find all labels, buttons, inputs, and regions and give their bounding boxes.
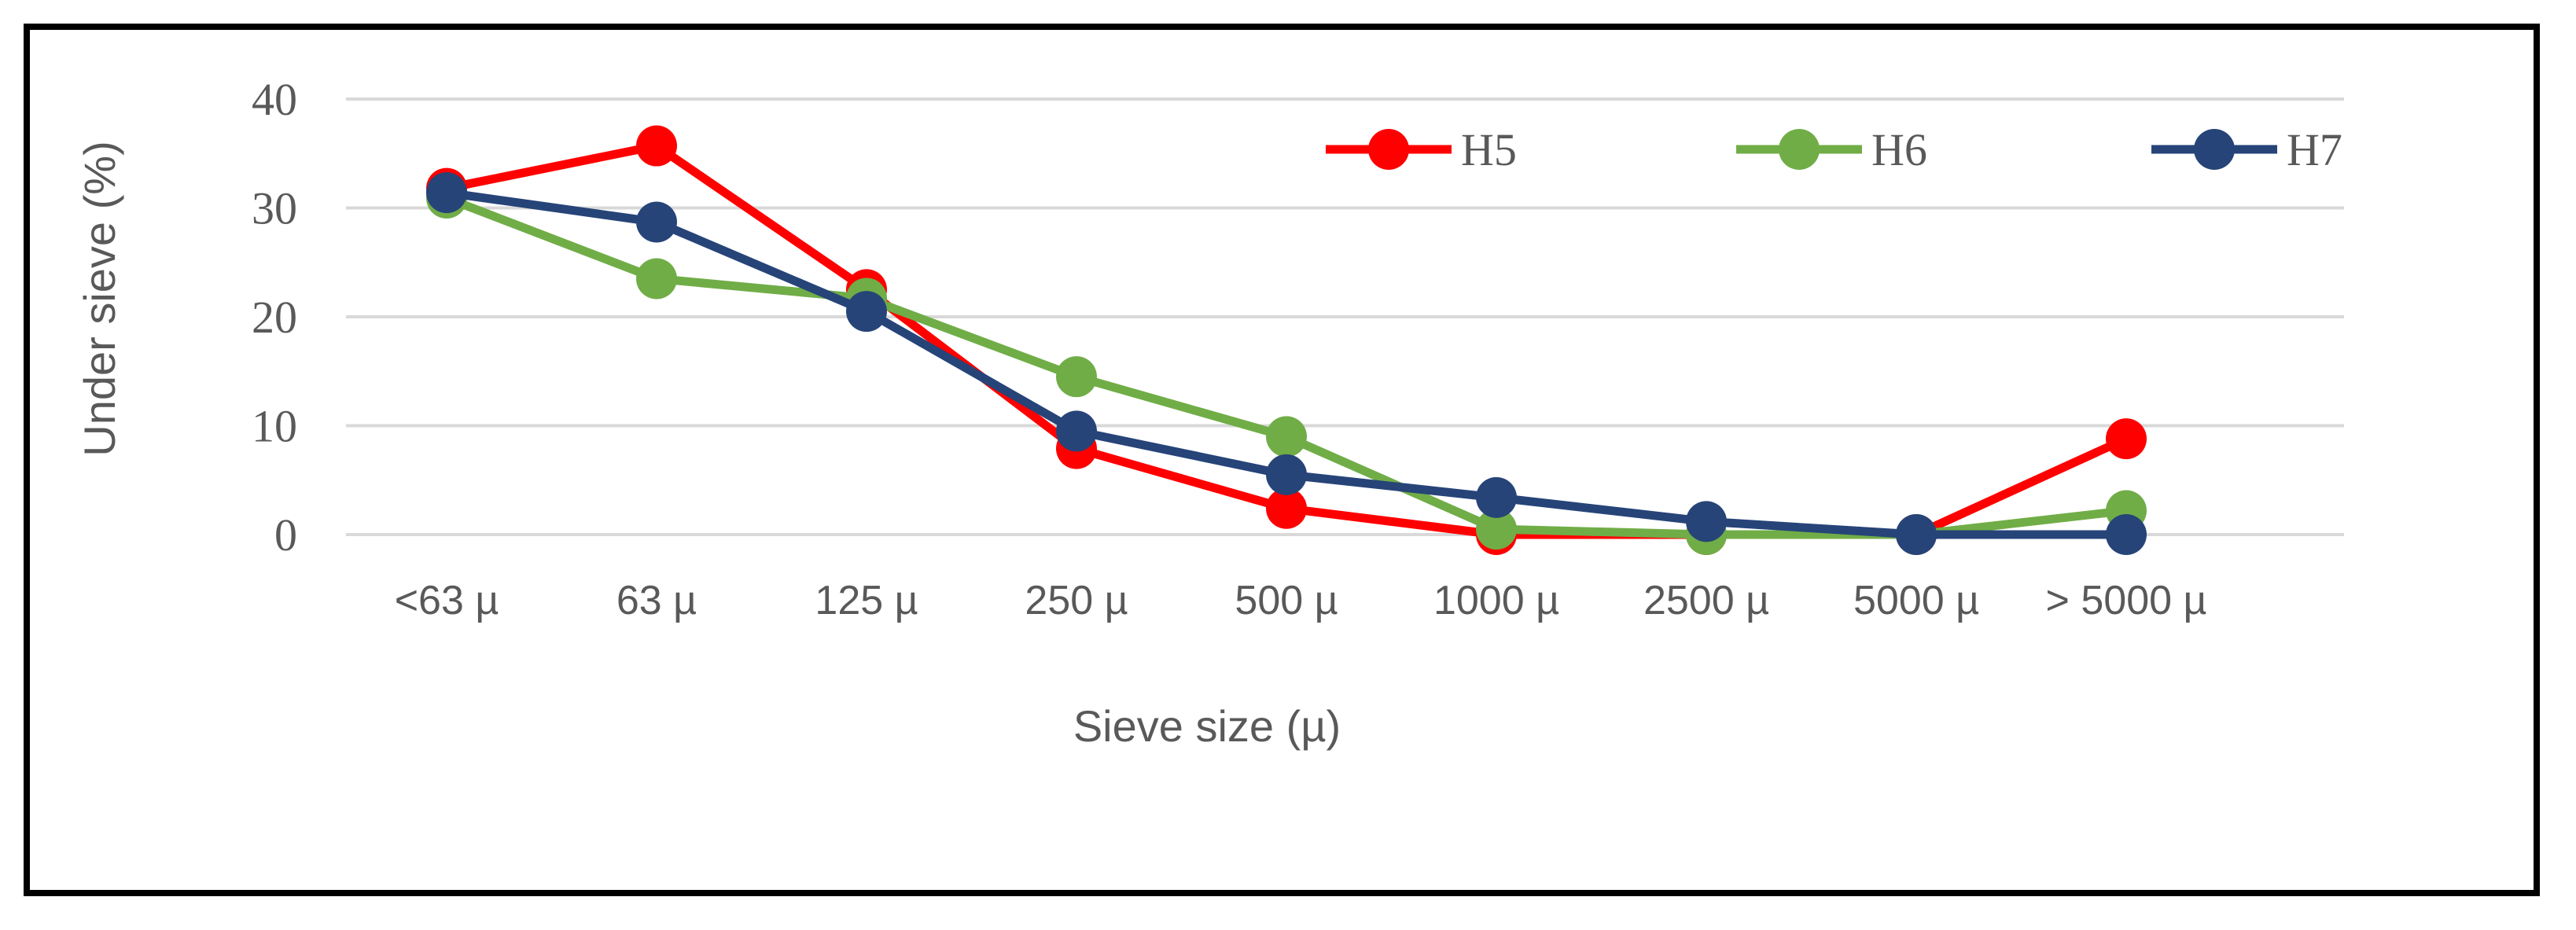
x-tick-label: > 5000 µ <box>2046 578 2207 623</box>
legend-item-h6: H6 <box>1736 124 1927 175</box>
legend: H5 H6 H7 <box>1326 124 2342 175</box>
x-tick-label: 250 µ <box>1025 578 1128 623</box>
line-chart: 0 10 20 30 40 <63 µ 63 µ 125 µ 250 µ 500 µ 1000 µ… <box>75 74 2344 751</box>
y-tick-label: 10 <box>252 401 297 452</box>
x-tick-label: 500 µ <box>1235 578 1338 623</box>
data-point <box>1476 509 1517 550</box>
y-tick-label: 40 <box>252 74 297 125</box>
x-axis-ticks: <63 µ 63 µ 125 µ 250 µ 500 µ 1000 µ 2500 µ 5000… <box>395 578 2207 623</box>
legend-label: H5 <box>1461 124 1517 175</box>
data-point <box>1266 487 1307 529</box>
data-point <box>636 258 677 300</box>
data-point <box>1056 410 1097 452</box>
legend-marker <box>1368 129 1409 170</box>
data-point <box>636 201 677 243</box>
x-tick-label: 2500 µ <box>1643 578 1769 623</box>
data-point <box>426 172 467 214</box>
chart-frame: 0 10 20 30 40 <63 µ 63 µ 125 µ 250 µ 500 µ 1000 µ… <box>24 24 2540 896</box>
data-point <box>846 291 887 333</box>
legend-marker <box>2194 129 2235 170</box>
legend-marker <box>1779 129 1820 170</box>
legend-label: H7 <box>2287 124 2342 175</box>
y-tick-label: 30 <box>252 183 297 234</box>
data-point <box>1266 416 1307 458</box>
x-tick-label: <63 µ <box>395 578 499 623</box>
data-point <box>1896 514 1937 555</box>
y-axis-title: Under sieve (%) <box>75 141 124 456</box>
data-point <box>1056 356 1097 398</box>
y-tick-label: 20 <box>252 292 297 343</box>
y-axis-ticks: 0 10 20 30 40 <box>252 74 297 561</box>
legend-item-h5: H5 <box>1326 124 1517 175</box>
data-point <box>2106 514 2147 555</box>
x-tick-label: 1000 µ <box>1433 578 1559 623</box>
data-point <box>636 125 677 167</box>
x-tick-label: 5000 µ <box>1853 578 1979 623</box>
y-tick-label: 0 <box>274 509 297 561</box>
legend-label: H6 <box>1871 124 1927 175</box>
data-point <box>1266 454 1307 495</box>
x-tick-label: 125 µ <box>815 578 918 623</box>
legend-item-h7: H7 <box>2151 124 2342 175</box>
series-group <box>426 125 2147 555</box>
data-point <box>1686 501 1727 542</box>
data-point <box>1476 476 1517 518</box>
series-h7 <box>426 172 2147 555</box>
x-axis-title: Sieve size (µ) <box>1073 701 1341 751</box>
x-tick-label: 63 µ <box>616 578 697 623</box>
gridlines <box>346 97 2344 536</box>
data-point <box>2106 418 2147 460</box>
